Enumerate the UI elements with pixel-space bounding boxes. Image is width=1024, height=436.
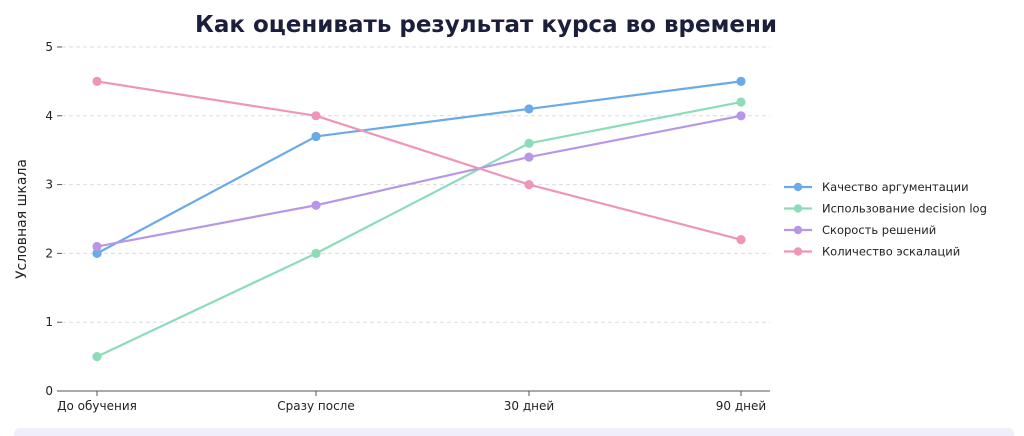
series-group xyxy=(92,76,746,362)
chart-title: Как оценивать результат курса во времени xyxy=(195,12,777,38)
data-point xyxy=(524,152,534,162)
y-tick-label: 2 xyxy=(45,246,53,260)
y-tick-label: 3 xyxy=(45,178,53,192)
data-point xyxy=(311,200,321,210)
y-tick-label: 1 xyxy=(45,315,53,329)
axes: 0 1 2 3 4 5 До обучения Сразу после 30 дней 90 дн… xyxy=(45,40,770,413)
data-point xyxy=(736,111,746,121)
data-point xyxy=(736,235,746,245)
data-point xyxy=(736,76,746,86)
legend-marker xyxy=(793,204,803,213)
data-point xyxy=(524,180,534,190)
data-point xyxy=(92,241,102,252)
data-point xyxy=(736,97,746,107)
series-line xyxy=(95,80,743,255)
data-point xyxy=(92,248,102,258)
legend-label: Скорость решений xyxy=(822,223,936,237)
series-line xyxy=(95,100,743,358)
y-tick-label: 4 xyxy=(45,109,53,123)
data-point xyxy=(311,111,321,121)
legend: Качество аргументации Использование decis… xyxy=(784,180,987,259)
legend-label: Качество аргументации xyxy=(822,180,969,194)
x-tick-label: Сразу после xyxy=(277,399,354,413)
data-point xyxy=(524,138,534,148)
x-tick-label: 90 дней xyxy=(716,399,766,413)
legend-marker xyxy=(793,182,803,192)
x-tick-label: 30 дней xyxy=(504,399,554,413)
bottom-panel-edge xyxy=(14,428,1014,436)
y-axis-label: Условная шкала xyxy=(14,159,30,279)
legend-label: Использование decision log xyxy=(822,202,987,216)
y-tick-label: 0 xyxy=(45,384,53,398)
legend-marker xyxy=(793,225,803,235)
data-point xyxy=(92,76,102,86)
data-point xyxy=(524,104,534,114)
x-tick-label: До обучения xyxy=(57,399,137,413)
legend-label: Количество эскалаций xyxy=(822,245,960,259)
y-tick-label: 5 xyxy=(45,40,53,54)
data-point xyxy=(92,352,102,362)
legend-marker xyxy=(793,247,803,256)
series-line xyxy=(95,114,743,248)
grid xyxy=(62,46,770,323)
data-point xyxy=(311,248,321,258)
series-line xyxy=(95,80,743,241)
data-point xyxy=(311,131,321,142)
